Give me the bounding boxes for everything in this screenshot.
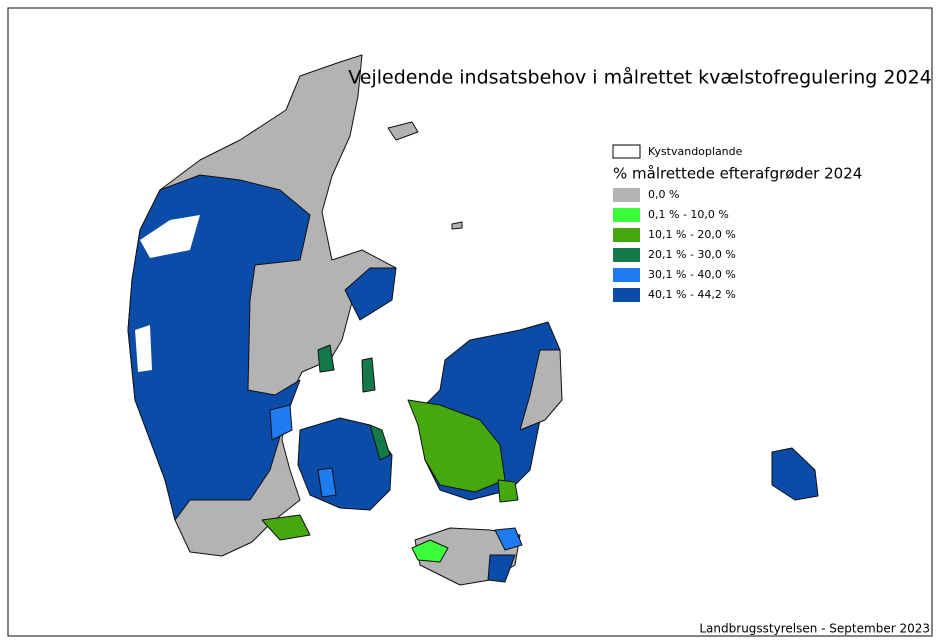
region: [487, 554, 516, 583]
map: [127, 54, 819, 586]
legend-swatch: [613, 208, 640, 222]
region: [361, 357, 376, 393]
legend-outline-label: Kystvandoplande: [648, 145, 743, 158]
region: [519, 349, 563, 431]
legend-label: 30,1 % - 40,0 %: [648, 268, 736, 281]
fjord: [135, 325, 152, 372]
legend-swatch: [613, 248, 640, 262]
region: [407, 399, 506, 493]
region: [261, 514, 311, 541]
legend-label: 0,1 % - 10,0 %: [648, 208, 729, 221]
legend-label: 40,1 % - 44,2 %: [648, 288, 736, 301]
legend: Kystvandoplande % målrettede efterafgrød…: [612, 144, 862, 302]
legend-swatch: [613, 288, 640, 302]
region: [269, 404, 293, 441]
region: [317, 467, 337, 498]
region: [494, 527, 523, 551]
legend-swatch: [613, 228, 640, 242]
region: [497, 479, 519, 503]
region: [369, 424, 391, 461]
legend-swatch: [613, 188, 640, 202]
map-title: Vejledende indsatsbehov i målrettet kvæl…: [348, 66, 932, 89]
legend-title: % målrettede efterafgrøder 2024: [613, 165, 862, 183]
legend-outline-swatch: [612, 144, 641, 159]
region: [317, 344, 335, 373]
legend-label: 10,1 % - 20,0 %: [648, 228, 736, 241]
legend-label: 0,0 %: [648, 188, 679, 201]
region: [387, 121, 419, 141]
legend-swatch: [613, 268, 640, 282]
credit: Landbrugsstyrelsen - September 2023: [699, 622, 930, 636]
legend-label: 20,1 % - 30,0 %: [648, 248, 736, 261]
region: [344, 267, 397, 321]
region: [451, 221, 463, 230]
region: [771, 447, 819, 501]
fjord: [140, 215, 200, 258]
region: [411, 539, 449, 563]
